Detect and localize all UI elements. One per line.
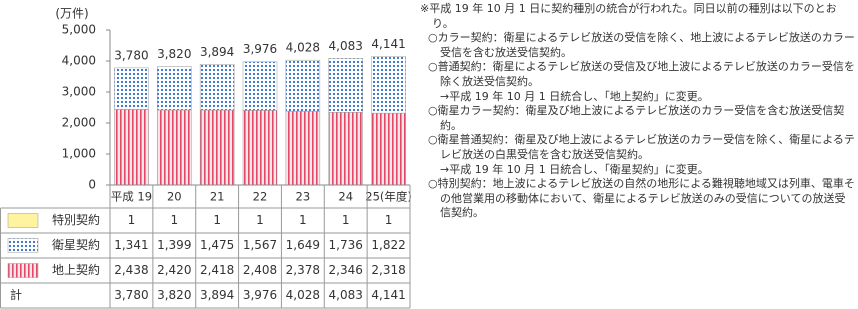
- table-value: 4,028: [286, 288, 320, 302]
- bar-segment: [328, 112, 363, 186]
- x-tick-label: 24: [338, 190, 353, 204]
- table-value: 1: [299, 213, 307, 227]
- table-value: 2,418: [200, 263, 234, 277]
- bar-segment: [199, 64, 235, 111]
- table-value: 1,736: [329, 238, 363, 252]
- legend-swatch: [7, 263, 39, 278]
- table-value: 2,420: [157, 263, 191, 277]
- chart: (万件) 0 1,000 2,000 3,000 4,000 5,000 3,780 平成 1…: [0, 7, 412, 309]
- y-tick-label: 4,000: [62, 54, 96, 68]
- y-tick-label: 1,000: [62, 147, 96, 161]
- note: ○カラー契約：衛星によるテレビ放送の受信を除く、地上波によるテレビ放送のカラー受…: [428, 31, 855, 59]
- table-value: 1: [213, 213, 221, 227]
- table-value: 1,341: [114, 238, 148, 252]
- table-value: 1,822: [371, 238, 405, 252]
- bar-segment: [371, 112, 406, 186]
- total-label: 3,976: [243, 42, 277, 56]
- total-label: 3,780: [114, 48, 148, 62]
- legend-label: 地上契約: [52, 262, 100, 277]
- total-label: 4,083: [329, 39, 363, 53]
- table-value: 2,318: [371, 263, 405, 277]
- x-tick-label: 20: [167, 190, 182, 204]
- y-tick-label: 0: [88, 178, 96, 192]
- x-tick-label: 21: [210, 190, 225, 204]
- bar-segment: [157, 109, 192, 186]
- table-value: 3,976: [243, 288, 277, 302]
- y-axis-label: (万件): [55, 7, 88, 21]
- bar-segment: [199, 109, 235, 186]
- total-row-label: 計: [10, 287, 22, 302]
- table-value: 1: [385, 213, 393, 227]
- bar-segment: [285, 111, 321, 186]
- table-value: 3,894: [200, 288, 234, 302]
- table-value: 1: [342, 213, 350, 227]
- note: ○衛星カラー契約：衛星及び地上波によるテレビ放送のカラー受信を含む放送受信契約。: [428, 104, 845, 132]
- total-label: 3,820: [157, 47, 191, 61]
- table-value: 1,399: [157, 238, 191, 252]
- table-value: 2,378: [286, 263, 320, 277]
- table-value: 4,141: [371, 288, 405, 302]
- table-value: 3,820: [157, 288, 191, 302]
- bar-segment: [371, 56, 406, 114]
- bar-segment: [242, 110, 278, 186]
- y-tick-label: 3,000: [62, 85, 96, 99]
- table-value: 1: [128, 213, 136, 227]
- bar-segment: [242, 61, 278, 111]
- x-tick-label: 平成 19: [111, 190, 152, 204]
- table-value: 2,408: [243, 263, 277, 277]
- y-tick-label: 5,000: [62, 23, 96, 37]
- note: ○衛星普通契約：衛星及び地上波によるテレビ放送のカラー受信を除く、衛星によるテレ…: [428, 133, 855, 161]
- total-label: 4,028: [286, 41, 320, 55]
- y-tick-label: 2,000: [62, 116, 96, 130]
- notes: ※平成 19 年 10 月 1 日に契約種別の統合が行われた。同日以前の種別は以…: [420, 2, 856, 221]
- legend-swatch: [7, 238, 39, 253]
- table-value: 2,438: [114, 263, 148, 277]
- legend-label: 特別契約: [52, 212, 100, 227]
- bar-segment: [285, 59, 321, 112]
- note: ○普通契約：衛星によるテレビ放送の受信及び地上波によるテレビ放送のカラー受信を除…: [428, 60, 855, 88]
- bar-segment: [157, 66, 192, 111]
- note: ○特別契約：地上波によるテレビ放送の自然の地形による難視聴地域又は列車、電車その…: [428, 177, 855, 220]
- table-value: 2,346: [329, 263, 363, 277]
- total-label: 3,894: [200, 45, 234, 59]
- x-tick-label: 23: [296, 190, 311, 204]
- table-value: 1,475: [200, 238, 234, 252]
- legend-label: 衛星契約: [52, 237, 100, 252]
- legend-swatch: [7, 213, 39, 228]
- table-value: 1,567: [243, 238, 277, 252]
- x-tick-label: 22: [253, 190, 268, 204]
- bar-segment: [114, 67, 149, 110]
- note: ※平成 19 年 10 月 1 日に契約種別の統合が行われた。同日以前の種別は以…: [420, 2, 837, 30]
- note: →平成 19 年 10 月 1 日統合し、「地上契約」に変更。: [440, 89, 709, 103]
- table-value: 1: [170, 213, 178, 227]
- bar-segment: [114, 109, 149, 186]
- total-label: 4,141: [371, 37, 405, 51]
- table-value: 1,649: [286, 238, 320, 252]
- note: →平成 19 年 10 月 1 日統合し、「衛星契約」に変更。: [440, 162, 709, 176]
- table-value: 1: [256, 213, 264, 227]
- x-tick-label: 25(年度): [365, 190, 412, 204]
- table-value: 3,780: [114, 288, 148, 302]
- table-value: 4,083: [329, 288, 363, 302]
- bar-segment: [328, 58, 363, 113]
